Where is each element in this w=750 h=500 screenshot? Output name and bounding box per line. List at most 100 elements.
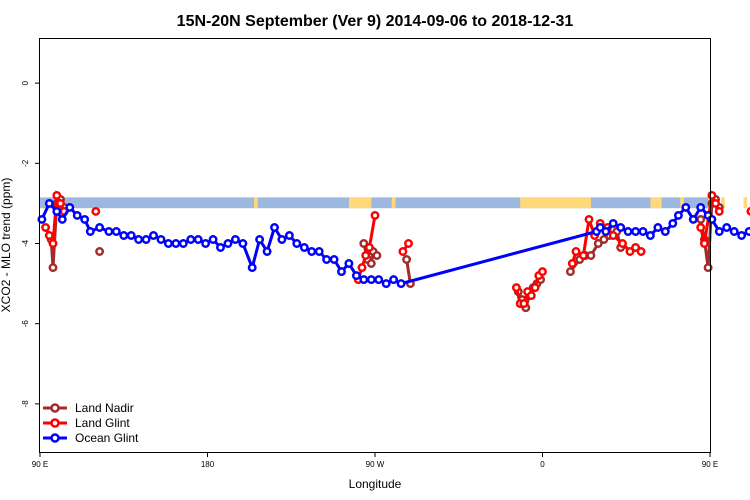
data-point xyxy=(322,255,332,264)
legend-marker xyxy=(50,433,60,443)
data-point xyxy=(722,223,732,232)
data-point xyxy=(586,251,596,260)
y-tick-label: -4 xyxy=(21,239,30,247)
land-patch xyxy=(348,197,372,209)
data-point xyxy=(381,279,391,289)
data-point xyxy=(223,239,233,248)
data-point xyxy=(262,247,272,256)
data-point xyxy=(567,259,577,268)
data-point xyxy=(163,239,173,248)
x-tick-label: 180 xyxy=(201,460,215,469)
data-point xyxy=(696,223,706,232)
y-tick-label: -6 xyxy=(21,320,30,328)
data-point xyxy=(714,206,724,216)
data-point xyxy=(673,210,683,220)
data-point xyxy=(149,231,158,240)
data-point xyxy=(299,243,309,252)
data-point xyxy=(636,247,646,256)
data-point xyxy=(668,218,678,228)
data-point xyxy=(711,198,721,208)
data-point xyxy=(270,223,279,232)
land-patch xyxy=(254,197,258,209)
data-point xyxy=(696,202,706,212)
data-point xyxy=(134,235,144,244)
data-point xyxy=(599,235,609,244)
data-point xyxy=(584,214,594,224)
data-point xyxy=(737,231,747,240)
data-point xyxy=(530,283,540,293)
data-point xyxy=(526,291,536,301)
data-point xyxy=(361,251,371,260)
data-point xyxy=(85,227,95,236)
data-point xyxy=(216,243,225,252)
data-point xyxy=(44,231,54,240)
data-point xyxy=(366,275,376,285)
data-point xyxy=(660,227,670,236)
data-point xyxy=(571,247,581,256)
data-point xyxy=(653,223,663,232)
data-point xyxy=(52,190,62,200)
legend-item: Land Glint xyxy=(43,416,130,430)
data-point xyxy=(396,279,406,289)
data-point xyxy=(238,239,248,248)
data-point xyxy=(292,239,302,248)
data-point xyxy=(57,214,67,224)
data-point xyxy=(314,247,324,256)
series-ocean-glint xyxy=(37,198,750,289)
data-point xyxy=(402,255,412,264)
data-point xyxy=(119,231,129,240)
data-point xyxy=(688,214,698,224)
data-point xyxy=(404,239,413,248)
chart-title: 15N-20N September (Ver 9) 2014-09-06 to … xyxy=(177,13,574,30)
data-point xyxy=(126,231,136,240)
data-point xyxy=(631,243,641,252)
data-point xyxy=(623,227,633,236)
data-point xyxy=(80,214,90,224)
data-point xyxy=(91,206,101,216)
data-point xyxy=(111,227,121,236)
data-point xyxy=(645,231,655,240)
data-point xyxy=(625,247,635,256)
water-band xyxy=(40,197,710,209)
data-point xyxy=(186,235,196,244)
data-point xyxy=(372,251,382,260)
data-point xyxy=(374,275,384,285)
data-point xyxy=(48,239,58,248)
data-point xyxy=(744,227,750,236)
data-point xyxy=(351,271,361,281)
data-point xyxy=(696,214,706,224)
legend-item: Land Nadir xyxy=(43,401,134,415)
data-point xyxy=(277,235,287,244)
x-axis: 90 E 180 90 W 0 90 E xyxy=(32,452,718,469)
data-point xyxy=(37,214,47,224)
data-point xyxy=(398,247,408,256)
data-point xyxy=(703,263,713,273)
data-point xyxy=(681,202,691,212)
data-point xyxy=(359,239,369,248)
series-layer xyxy=(37,189,750,313)
data-point xyxy=(156,235,166,244)
land-patch xyxy=(391,197,396,209)
data-point xyxy=(608,231,618,240)
data-point xyxy=(65,202,75,212)
data-point xyxy=(104,227,114,236)
land-patch xyxy=(650,197,662,209)
data-point xyxy=(201,239,211,248)
land-patch xyxy=(721,197,725,209)
data-point xyxy=(359,275,369,285)
data-point xyxy=(95,247,105,256)
data-point xyxy=(638,227,648,236)
legend-item: Ocean Glint xyxy=(43,431,139,445)
data-point xyxy=(337,267,346,277)
x-tick-label: 90 E xyxy=(702,460,718,469)
data-point xyxy=(56,198,65,208)
data-point xyxy=(578,251,588,260)
data-point xyxy=(601,227,611,236)
land-patch xyxy=(520,197,591,209)
data-point xyxy=(247,263,257,273)
land-patch xyxy=(743,197,748,209)
data-point xyxy=(538,267,547,277)
data-point xyxy=(208,235,218,244)
data-point xyxy=(389,275,399,285)
y-tick-label: -2 xyxy=(21,159,30,167)
